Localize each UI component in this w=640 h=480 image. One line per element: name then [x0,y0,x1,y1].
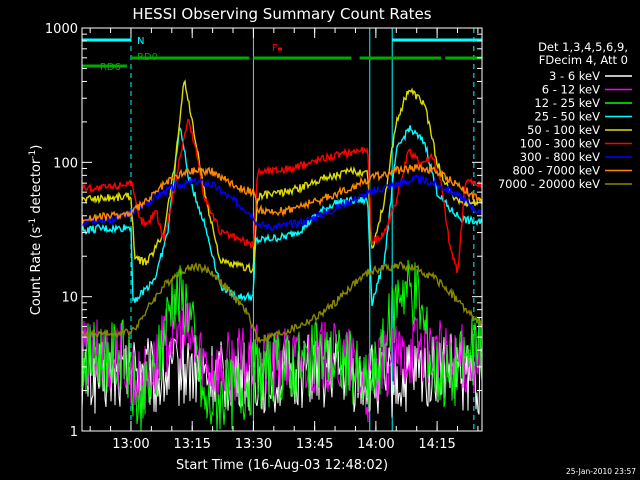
legend-entry-label: 3 - 6 keV [549,69,600,83]
legend-header-line-2: FDecim 4, Att 0 [539,53,628,67]
state-bar-label: RD6 [100,62,121,73]
state-bar-segment [359,56,442,60]
x-tick-label: 14:00 [357,437,394,452]
legend-entry-label: 6 - 12 keV [542,83,600,97]
x-axis: 13:00 13:15 13:30 13:45 14:00 14:15 [89,28,479,452]
attenuator-state-bars [82,38,482,68]
legend-entry-label: 800 - 7000 keV [512,164,600,178]
state-bar-segment [445,56,482,60]
x-tick-label: 13:00 [112,437,149,452]
series-line [82,294,482,423]
state-bar-label: F [272,43,278,54]
y-axis: 1 10 100 1000 [45,22,482,440]
x-tick-label: 13:15 [173,437,210,452]
footer-timestamp: 25-Jan-2010 23:57 [566,467,636,476]
legend-entry-label: 12 - 25 keV [534,96,600,110]
state-bar-label: RD0 [137,52,158,63]
y-tick-label: 100 [53,156,78,171]
y-tick-label: 1000 [45,22,78,37]
legend-entry-label: 100 - 300 keV [520,137,600,151]
series-line [82,261,482,344]
x-tick-label: 14:15 [418,437,455,452]
state-bar-segment [82,64,127,68]
x-tick-label: 13:30 [235,437,272,452]
legend: Det 1,3,4,5,6,9, FDecim 4, Att 0 3 - 6 k… [498,40,632,191]
series-line [82,125,482,306]
plot-frame [81,27,483,432]
series-line [82,162,482,225]
series-line [82,259,482,431]
legend-entry-label: 25 - 50 keV [534,110,600,124]
legend-entry-label: 7000 - 20000 keV [498,177,600,191]
legend-header-line-1: Det 1,3,4,5,6,9, [538,40,628,54]
state-bar-segment [392,38,482,42]
legend-entry-label: 50 - 100 keV [527,123,600,137]
series-line [82,79,482,274]
state-bar-segment [253,56,352,60]
state-bar-label: N [137,36,144,47]
chart-title: HESSI Observing Summary Count Rates [132,5,431,23]
series-line [82,118,482,274]
y-axis-label: Count Rate (s-1 detector-1) [28,145,44,316]
y-tick-label: 1 [70,425,78,440]
legend-entry-label: 300 - 800 keV [520,150,600,164]
state-bar-segment [277,47,282,51]
x-tick-label: 13:45 [296,437,333,452]
series-layer [82,79,482,431]
state-bar-segment [130,56,250,60]
x-axis-label: Start Time (16-Aug-03 12:48:02) [176,458,388,473]
state-bar-segment [82,38,131,42]
y-tick-label: 10 [61,291,78,306]
series-line [82,174,482,232]
